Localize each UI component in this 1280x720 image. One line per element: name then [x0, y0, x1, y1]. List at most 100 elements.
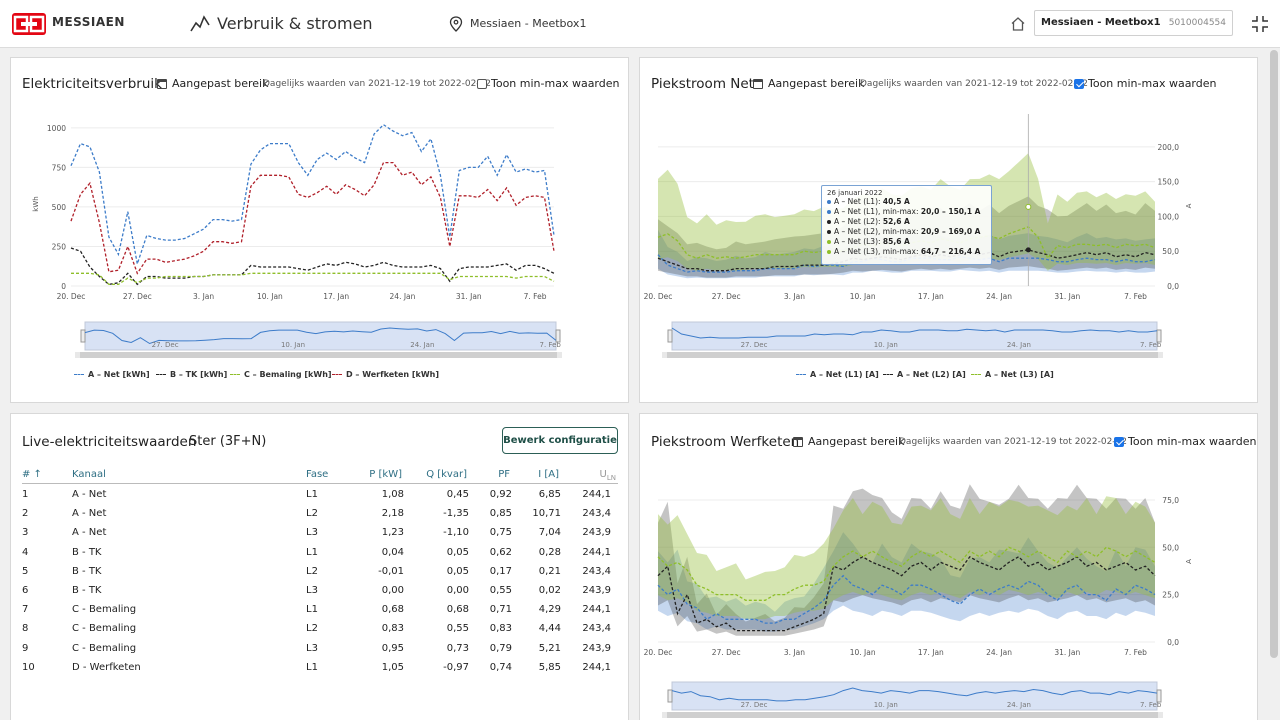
tooltip-label: A – Net (L1), min-max: — [834, 207, 921, 216]
table-cell: D - Werfketen — [72, 661, 141, 673]
navigator-scrollbar-thumb — [667, 712, 1158, 718]
y-tick-label: 100,0 — [1158, 212, 1180, 221]
collapse-fullscreen-icon[interactable] — [1251, 15, 1269, 33]
legend-item[interactable]: A – Net (L1) [A] — [796, 370, 879, 379]
column-header[interactable]: # ↑ — [22, 469, 42, 480]
column-header[interactable]: P [kW] — [369, 469, 402, 480]
consumption-minmax-checkbox[interactable] — [477, 79, 487, 89]
table-row[interactable]: 1 A - Net L1 1,08 0,45 0,92 6,85 244,1 — [11, 485, 630, 504]
navigator-scrollbar-thumb — [80, 352, 557, 358]
table-cell: L2 — [306, 508, 318, 520]
peak-werf-minmax-checkbox[interactable] — [1114, 437, 1124, 447]
column-header[interactable]: Kanaal — [72, 469, 106, 480]
table-cell: 243,4 — [582, 508, 611, 520]
table-row[interactable]: 4 B - TK L1 0,04 0,05 0,62 0,28 244,1 — [11, 543, 630, 562]
series-line-1 — [70, 247, 555, 286]
tooltip-line: A – Net (L2): 52,6 A — [827, 217, 986, 227]
legend-item[interactable]: A – Net (L2) [A] — [883, 370, 966, 379]
table-row[interactable]: 9 C - Bemaling L3 0,95 0,73 0,79 5,21 243,9 — [11, 639, 630, 658]
tooltip-label: A – Net (L1): — [834, 197, 883, 206]
column-header[interactable]: PF — [498, 469, 510, 480]
consumption-chart[interactable]: 0 250 500 750 1000 kWh 20. Dec 27. Dec 3. Jan 10.… — [11, 58, 630, 404]
x-tick-label: 17. Jan — [918, 292, 944, 301]
column-header[interactable]: ULN — [600, 469, 616, 482]
table-cell: 7,04 — [538, 527, 561, 539]
home-icon[interactable] — [1010, 16, 1026, 32]
x-tick-label: 20. Dec — [644, 292, 673, 301]
consumption-range-button[interactable]: Aangepast bereik — [172, 77, 269, 90]
column-header[interactable]: I [A] — [538, 469, 559, 480]
y-tick-label: 150,0 — [1158, 178, 1180, 187]
column-header[interactable]: Q [kvar] — [426, 469, 467, 480]
minmax-band-2 — [658, 496, 1155, 620]
top-bar: MESSIAEN Verbruik & stromen Messiaen - M… — [0, 0, 1280, 48]
table-cell: 6 — [22, 585, 29, 596]
legend-item[interactable]: C – Bemaling [kWh] — [230, 370, 332, 379]
table-cell: C - Bemaling — [72, 623, 137, 635]
tooltip-dot — [827, 240, 831, 244]
table-cell: 5 — [22, 565, 29, 577]
legend-item[interactable]: D – Werfketen [kWh] — [332, 370, 439, 379]
table-cell: 0,68 — [446, 604, 469, 616]
x-tick-label: 31. Jan — [1054, 648, 1080, 657]
table-row[interactable]: 6 B - TK L3 0,00 0,00 0,55 0,02 243,9 — [11, 581, 630, 600]
navigator-tick-label: 27. Dec — [741, 341, 768, 349]
column-header[interactable]: Fase — [306, 469, 329, 480]
meetbox-selector[interactable]: Messiaen - Meetbox1 5010004554 — [1034, 10, 1233, 36]
live-mode: Ster (3F+N) — [189, 434, 267, 449]
table-row[interactable]: 2 A - Net L2 2,18 -1,35 0,85 10,71 243,4 — [11, 504, 630, 523]
peak-net-range-button[interactable]: Aangepast bereik — [768, 77, 865, 90]
table-row[interactable]: 7 C - Bemaling L1 0,68 0,68 0,71 4,29 244,1 — [11, 600, 630, 619]
table-row[interactable]: 3 A - Net L3 1,23 -1,10 0,75 7,04 243,9 — [11, 523, 630, 542]
logo-text: MESSIAEN — [52, 15, 125, 29]
table-cell: 243,9 — [582, 642, 611, 654]
x-tick-label: 20. Dec — [57, 292, 86, 301]
series-line-0 — [657, 254, 1156, 273]
navigator-handle-right — [1156, 329, 1162, 343]
x-tick-label: 7. Feb — [1124, 292, 1147, 301]
navigator-handle-left — [80, 329, 86, 343]
navigator-tick-label: 24. Jan — [1007, 341, 1031, 349]
edit-configuration-button[interactable]: Bewerk configuratie — [502, 427, 618, 454]
minmax-band-1 — [658, 484, 1155, 636]
y-tick-label: 75,0 — [1162, 496, 1179, 505]
header-divider — [22, 483, 618, 484]
legend-swatch — [883, 374, 893, 375]
table-cell: L1 — [306, 546, 318, 558]
x-tick-label: 17. Jan — [918, 648, 944, 657]
messiaen-logo[interactable] — [12, 13, 46, 35]
y-tick-label: 50,0 — [1162, 543, 1179, 552]
legend-item[interactable]: B – TK [kWh] — [156, 370, 227, 379]
page-scrollbar[interactable] — [1268, 48, 1280, 720]
peak-werf-range-button[interactable]: Aangepast bereik — [808, 435, 905, 448]
series-line-2 — [657, 226, 1156, 260]
table-row[interactable]: 8 C - Bemaling L2 0,83 0,55 0,83 4,44 243,4 — [11, 619, 630, 638]
table-cell: 1,08 — [381, 489, 404, 500]
table-cell: L3 — [306, 642, 318, 654]
y-axis-label: A — [1185, 203, 1193, 208]
legend-item[interactable]: A – Net [kWh] — [74, 370, 150, 379]
peak-werf-panel: Piekstroom Werfketen Aangepast bereik Da… — [639, 413, 1258, 720]
series-line-2 — [71, 272, 555, 286]
table-cell: L3 — [306, 527, 318, 539]
navigator-handle-right — [1156, 689, 1162, 703]
navigator-tick-label: 7. Feb — [540, 341, 562, 349]
page-scrollbar-thumb[interactable] — [1270, 50, 1278, 658]
peak-net-minmax-checkbox[interactable] — [1074, 79, 1084, 89]
navigator-tick-label: 24. Jan — [410, 341, 434, 349]
y-tick-label: 0,0 — [1167, 282, 1179, 291]
column-header-sub: LN — [606, 474, 616, 482]
legend-item[interactable]: A – Net (L3) [A] — [971, 370, 1054, 379]
table-row[interactable]: 10 D - Werfketen L1 1,05 -0,97 0,74 5,85 244,1 — [11, 658, 630, 677]
table-cell: 8 — [22, 623, 29, 635]
y-tick-label: 500 — [52, 203, 67, 212]
x-tick-label: 3. Jan — [193, 292, 214, 301]
table-cell: 0,45 — [446, 489, 469, 500]
navigator-tick-label: 7. Feb — [1140, 701, 1162, 709]
table-cell: 0,79 — [489, 642, 512, 654]
table-cell: 1 — [22, 489, 29, 500]
y-tick-label: 750 — [52, 163, 67, 172]
tooltip-value: 20,9 – 169,0 A — [920, 227, 981, 236]
table-row[interactable]: 5 B - TK L2 -0,01 0,05 0,17 0,21 243,4 — [11, 562, 630, 581]
peak-werf-chart[interactable]: 0,0 25,0 50,0 75,0 A 20. Dec 27. Dec 3. Jan 10. … — [640, 414, 1259, 720]
